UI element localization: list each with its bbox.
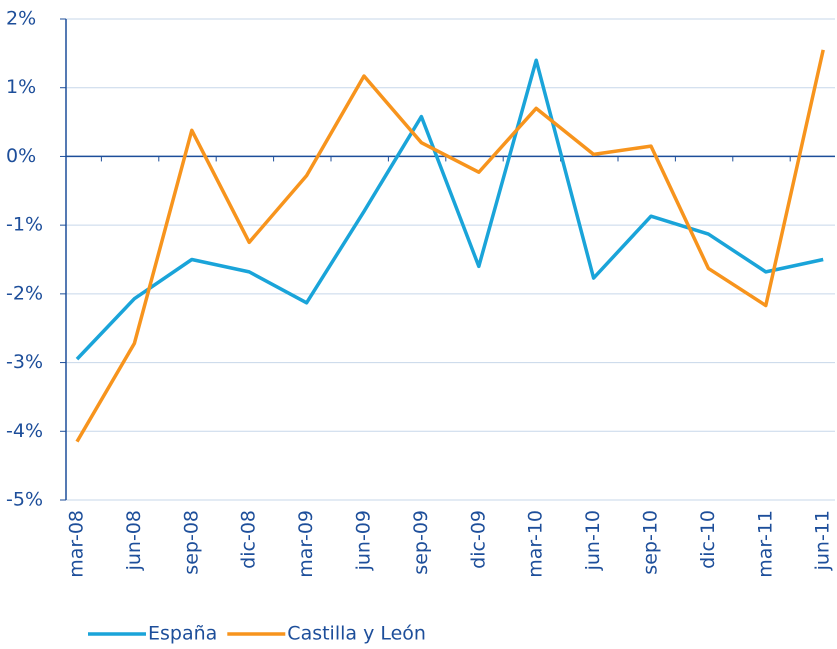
y-tick-label: -4%	[6, 420, 43, 442]
y-tick-label: -5%	[6, 489, 43, 511]
legend-label: España	[148, 623, 217, 645]
y-tick-label: 1%	[6, 76, 36, 98]
x-tick-label: mar-10	[525, 510, 547, 578]
y-tick-label: -3%	[6, 351, 43, 373]
series-line	[75, 49, 825, 443]
x-tick-label: dic-08	[238, 510, 260, 569]
y-tick-label: 2%	[6, 8, 36, 30]
y-tick-label: 0%	[6, 145, 36, 167]
x-tick-label: mar-09	[295, 510, 317, 578]
y-tick-label: -2%	[6, 282, 43, 304]
x-tick-label: sep-10	[640, 510, 662, 575]
x-tick-label: jun-11	[812, 510, 834, 571]
x-tick-label: sep-08	[180, 510, 202, 575]
x-tick-label: mar-08	[66, 510, 88, 578]
x-tick-label: jun-08	[123, 510, 145, 571]
x-tick-label: jun-10	[582, 510, 604, 571]
legend-label: Castilla y León	[287, 623, 426, 645]
y-tick-label: -1%	[6, 214, 43, 236]
x-tick-label: mar-11	[754, 510, 776, 578]
x-tick-label: dic-10	[697, 510, 719, 569]
x-tick-label: sep-09	[410, 510, 432, 575]
x-tick-label: dic-09	[467, 510, 489, 569]
series-line	[75, 58, 824, 361]
x-tick-label: jun-09	[353, 510, 375, 571]
